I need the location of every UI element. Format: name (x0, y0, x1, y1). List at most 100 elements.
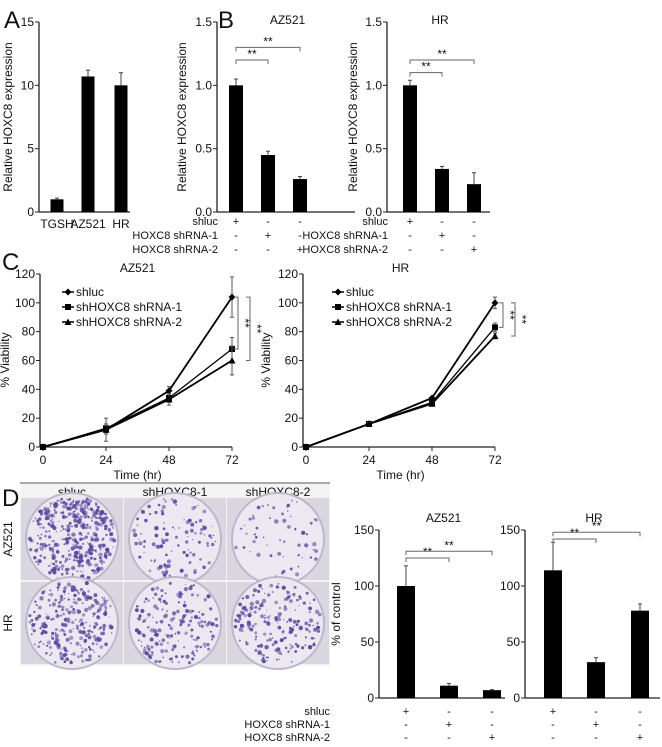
colony (102, 623, 107, 628)
colony (254, 605, 258, 609)
colony (280, 612, 282, 614)
colony (183, 587, 188, 592)
colony (91, 569, 94, 572)
colony (40, 533, 43, 536)
marker-diamond (491, 299, 499, 307)
colony (72, 499, 75, 501)
marker-diamond (165, 387, 173, 395)
colony (253, 610, 257, 614)
colony (308, 606, 312, 611)
colony (95, 623, 99, 626)
colony (87, 635, 92, 640)
colony (263, 616, 267, 620)
y-tick-label: 120 (278, 267, 298, 281)
colony (295, 501, 298, 503)
colony (55, 613, 60, 619)
colony (189, 551, 192, 554)
colony (54, 609, 58, 613)
colony (98, 607, 102, 611)
colony (287, 510, 289, 512)
colony (70, 546, 75, 551)
bar-2 (467, 184, 481, 212)
colony (286, 620, 289, 623)
colony (56, 586, 60, 589)
colony (257, 644, 260, 648)
colony (59, 560, 62, 564)
colony (154, 559, 156, 562)
colony (60, 614, 63, 617)
colony (96, 522, 101, 527)
colony (53, 516, 56, 518)
colony (287, 525, 291, 529)
colony (195, 649, 198, 652)
colony (179, 619, 185, 624)
condition-row-label: HOXC8 shRNA-1 (132, 230, 218, 242)
colony (95, 643, 98, 646)
colony (313, 642, 316, 645)
colony (185, 609, 190, 613)
colony (51, 602, 56, 607)
colony (76, 570, 79, 573)
colony (48, 530, 51, 533)
colony (265, 656, 268, 659)
condition-sign: - (594, 706, 598, 718)
colony (181, 655, 184, 658)
colony (54, 598, 57, 602)
condition-sign: - (472, 230, 476, 242)
colony (61, 554, 65, 558)
colony (196, 593, 200, 597)
colony (71, 620, 75, 625)
colony (141, 645, 143, 647)
colony (88, 525, 92, 530)
colony (76, 512, 80, 516)
colony (256, 552, 261, 557)
colony (161, 570, 165, 575)
colony (257, 607, 261, 611)
colony (67, 598, 70, 601)
y-tick-label: 150 (500, 523, 520, 537)
colony (153, 561, 156, 563)
colony (191, 651, 195, 655)
colony (48, 645, 53, 649)
colony (45, 615, 50, 620)
colony (104, 642, 108, 647)
colony (184, 631, 188, 635)
colony (51, 548, 55, 551)
legend-label: shluc (76, 285, 104, 299)
colony (139, 632, 142, 635)
colony (86, 542, 89, 544)
colony (164, 539, 167, 541)
colony (138, 541, 143, 546)
colony (103, 561, 105, 564)
condition-row-label: HOXC8 shRNA-1 (244, 719, 330, 731)
colony (110, 532, 112, 535)
colony (94, 533, 98, 537)
y-tick-label: 0.5 (195, 142, 212, 156)
chart-title: AZ521 (270, 13, 306, 27)
colony (66, 582, 72, 587)
colony (248, 627, 251, 630)
colony (199, 645, 203, 649)
x-tick-label: 48 (425, 453, 439, 467)
colony (45, 651, 48, 655)
colony (140, 533, 142, 535)
colony (316, 629, 321, 633)
colony (267, 656, 269, 659)
colony (85, 658, 88, 662)
colony (275, 585, 279, 589)
colony (87, 532, 90, 535)
y-tick-label: 0 (28, 440, 35, 454)
colony (290, 660, 293, 663)
colony (174, 632, 177, 635)
colony (48, 535, 52, 539)
colony (248, 613, 252, 617)
colony (78, 499, 81, 501)
colony (166, 634, 170, 638)
colony (269, 517, 271, 520)
colony (317, 626, 321, 629)
colony (99, 559, 104, 563)
colony (194, 505, 197, 509)
colony (166, 610, 168, 612)
colony (34, 616, 39, 621)
